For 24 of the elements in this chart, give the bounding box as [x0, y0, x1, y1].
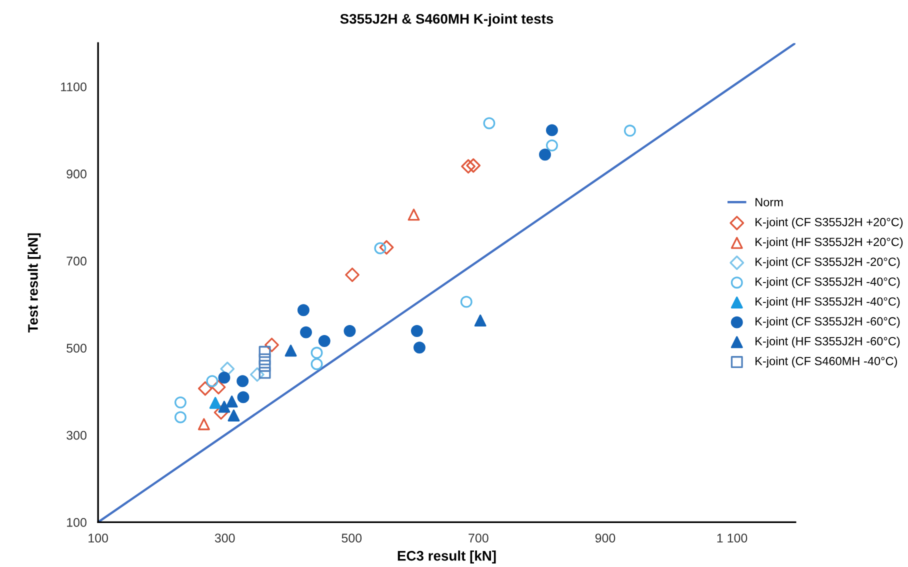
- y-axis-title: Test result [kN]: [28, 233, 41, 333]
- legend-label: K-joint (CF S355J2H +20°C): [756, 218, 903, 229]
- x-tick-label: 500: [342, 534, 362, 542]
- legend-label: Norm: [756, 198, 783, 206]
- x-axis-title: EC3 result [kN]: [398, 550, 496, 564]
- y-tick-label: 900: [66, 170, 86, 178]
- legend-label: K-joint (HF S355J2H -40°C): [756, 297, 900, 308]
- y-tick-label: 100: [67, 518, 86, 527]
- x-tick-label: 700: [468, 534, 488, 542]
- legend-label: K-joint (CF S355J2H -60°C): [756, 316, 900, 328]
- x-tick-label: 300: [214, 534, 235, 542]
- y-tick-label: 300: [66, 430, 86, 440]
- legend-label: K-joint (HF S355J2H -60°C): [756, 336, 900, 348]
- y-tick-label: 1100: [61, 82, 86, 92]
- legend-label: K-joint (CF S355J2H -20°C): [756, 257, 900, 268]
- x-tick-label: 900: [595, 534, 616, 542]
- legend-label: K-joint (CF S460MH -40°C): [756, 356, 898, 368]
- legend-label: K-joint (CF S355J2H -40°C): [756, 277, 900, 288]
- x-tick-label: 1 100: [717, 534, 748, 542]
- x-tick-label: 100: [88, 534, 108, 542]
- y-tick-label: 700: [66, 256, 86, 266]
- chart-title: S355J2H & S460MH K-joint tests: [340, 14, 554, 27]
- legend-label: K-joint (HF S355J2H +20°C): [756, 237, 903, 248]
- y-tick-label: 500: [66, 344, 86, 353]
